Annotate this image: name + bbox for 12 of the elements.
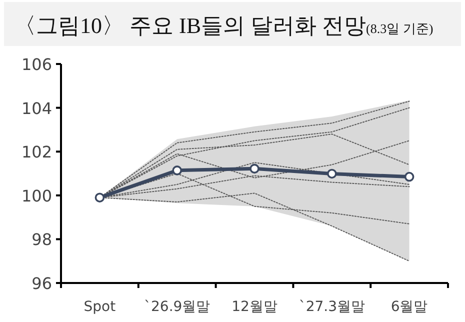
x-tick-label: 12월말: [232, 299, 278, 315]
x-tick-label: 6월말: [390, 299, 428, 315]
y-tick-label: 100: [21, 186, 52, 206]
y-tick-label: 104: [21, 98, 52, 118]
x-tick-label: `26.9월말: [144, 299, 210, 315]
chart-subtitle: (8.3일 기준): [366, 21, 434, 36]
y-tick-label: 102: [21, 142, 52, 162]
x-tick-label: Spot: [84, 299, 116, 315]
y-tick-label: 98: [32, 230, 52, 250]
x-tick-label: `27.3월말: [298, 299, 365, 315]
y-tick-label: 106: [21, 55, 52, 74]
y-tick-label: 96: [32, 274, 52, 293]
